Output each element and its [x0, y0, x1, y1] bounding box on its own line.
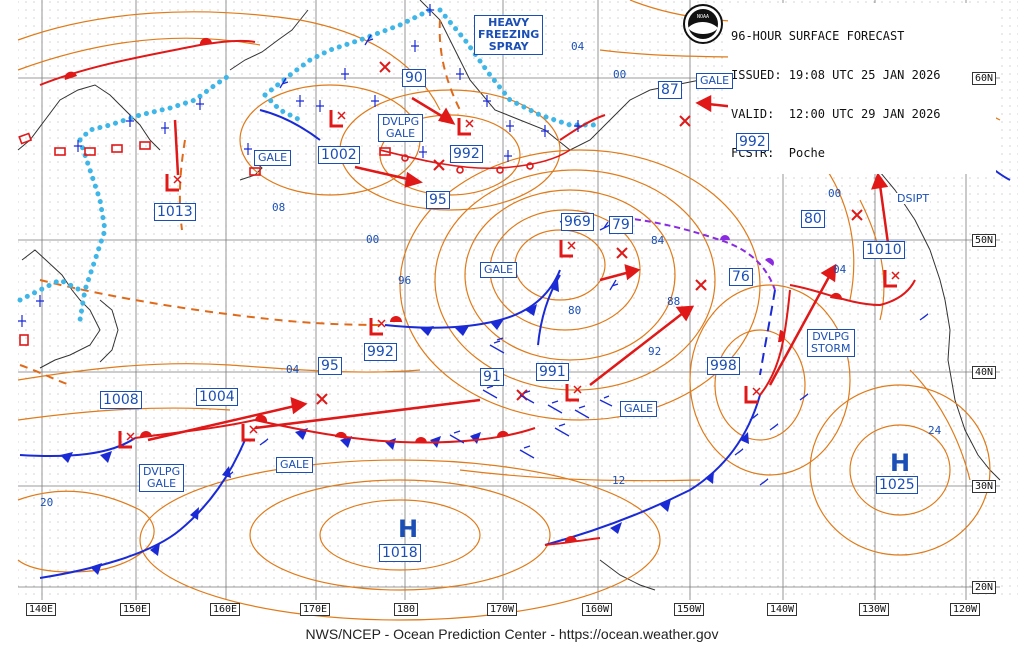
pressure-value-992a: 992 [450, 145, 483, 163]
position-value-992c: 992 [736, 133, 769, 151]
low-symbols [118, 110, 900, 449]
header-valid: VALID: 12:00 UTC 29 JAN 2026 [731, 107, 941, 121]
troughs [19, 19, 461, 386]
lon-label-170e: 170E [300, 603, 331, 616]
wind-barbs [224, 34, 929, 486]
pressure-value-1013: 1013 [154, 203, 196, 221]
lon-label-130w: 130W [859, 603, 890, 616]
lat-label-50n: 50N [972, 234, 997, 247]
position-value-95b: 95 [318, 357, 342, 375]
warning-gale-3: GALE [480, 262, 518, 278]
svg-text:88: 88 [667, 295, 680, 308]
lon-label-180: 180 [394, 603, 419, 616]
svg-text:NOAA: NOAA [697, 14, 709, 20]
position-value-80: 80 [801, 210, 825, 228]
lon-label-120w: 120W [950, 603, 981, 616]
svg-text:00: 00 [613, 68, 626, 81]
lat-label-30n: 30N [972, 480, 997, 493]
svg-text:04: 04 [286, 363, 300, 376]
forecast-position-markers [316, 61, 863, 405]
motion-arrows [147, 94, 892, 442]
warning-heavy-freezing-spray: HEAVY FREEZING SPRAY [474, 15, 544, 55]
lat-label-20n: 20N [972, 581, 997, 594]
position-value-76: 76 [729, 268, 753, 286]
position-value-91: 91 [480, 368, 504, 386]
svg-text:00: 00 [828, 187, 841, 200]
warning-dvlpg-storm: DVLPG STORM [807, 329, 855, 357]
noaa-logo: NOAA [683, 4, 723, 44]
position-value-79: 79 [609, 216, 633, 234]
svg-text:80: 80 [568, 304, 581, 317]
lon-label-160w: 160W [582, 603, 613, 616]
isobar-labels: 04 00 08 00 96 84 80 88 92 00 04 04 12 2… [40, 40, 942, 509]
lon-label-140e: 140E [26, 603, 57, 616]
svg-text:84: 84 [651, 234, 665, 247]
pressure-value-1025: 1025 [876, 476, 918, 494]
header-title: 96-HOUR SURFACE FORECAST [731, 29, 905, 43]
header-forecaster: FCSTR: Poche [731, 146, 825, 160]
svg-text:20: 20 [40, 496, 53, 509]
pressure-value-991: 991 [536, 363, 569, 381]
warning-gale-5: GALE [276, 457, 314, 473]
header-issued: ISSUED: 19:08 UTC 25 JAN 2026 [731, 68, 941, 82]
pressure-value-1008: 1008 [100, 391, 142, 409]
stationary-front [18, 132, 571, 346]
warning-dvlpg-gale-west: DVLPG GALE [139, 464, 185, 492]
footer-credit: NWS/NCEP - Ocean Prediction Center - htt… [305, 626, 719, 642]
position-value-95a: 95 [426, 191, 450, 209]
position-value-90: 90 [402, 69, 426, 87]
pressure-value-998: 998 [707, 357, 740, 375]
pressure-value-969: 969 [561, 213, 594, 231]
warning-gale-1: GALE [254, 150, 292, 166]
high-symbol-1025: H [890, 449, 911, 477]
pressure-value-1004: 1004 [196, 388, 238, 406]
svg-text:04: 04 [833, 263, 847, 276]
svg-text:92: 92 [648, 345, 661, 358]
label-dsipt: DSIPT [896, 192, 931, 205]
lat-label-40n: 40N [972, 366, 997, 379]
isobars [17, 0, 1001, 621]
position-value-87: 87 [658, 81, 682, 99]
lon-label-140w: 140W [767, 603, 798, 616]
warning-gale-2: GALE [696, 73, 734, 89]
ice-accretion-symbols [18, 4, 582, 327]
lat-label-60n: 60N [972, 72, 997, 85]
lon-label-170w: 170W [487, 603, 518, 616]
svg-text:08: 08 [272, 201, 285, 214]
svg-text:04: 04 [571, 40, 585, 53]
lon-label-150w: 150W [674, 603, 705, 616]
lon-label-150e: 150E [120, 603, 151, 616]
lon-label-160e: 160E [210, 603, 241, 616]
freezing-spray-areas [17, 7, 603, 323]
svg-text:12: 12 [612, 474, 625, 487]
pressure-value-1010: 1010 [863, 241, 905, 259]
svg-text:96: 96 [398, 274, 411, 287]
high-symbol-1018: H [398, 515, 419, 543]
svg-text:00: 00 [366, 233, 379, 246]
pressure-value-1018: 1018 [379, 544, 421, 562]
pressure-value-992b: 992 [364, 343, 397, 361]
warning-gale-4: GALE [620, 401, 658, 417]
pressure-value-1002: 1002 [318, 146, 360, 164]
warning-dvlpg-gale-north: DVLPG GALE [378, 114, 424, 142]
forecast-header: 96-HOUR SURFACE FORECAST ISSUED: 19:08 U… [728, 3, 996, 174]
svg-text:24: 24 [928, 424, 942, 437]
